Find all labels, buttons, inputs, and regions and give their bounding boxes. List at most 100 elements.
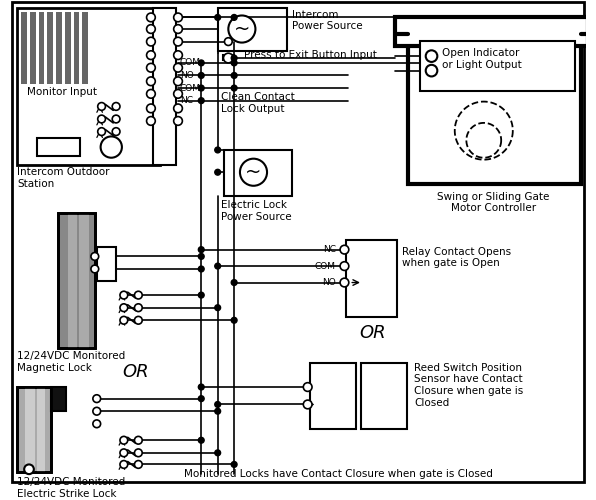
Circle shape	[231, 55, 237, 61]
Text: Intercom Outdoor
Station: Intercom Outdoor Station	[17, 168, 110, 189]
Circle shape	[228, 16, 256, 42]
Circle shape	[215, 402, 221, 407]
Circle shape	[231, 72, 237, 78]
Circle shape	[215, 147, 221, 153]
Bar	[65, 12, 70, 84]
Bar	[309, 363, 356, 428]
Circle shape	[120, 304, 128, 312]
Circle shape	[120, 460, 128, 468]
Circle shape	[231, 462, 237, 468]
Circle shape	[112, 102, 120, 110]
Circle shape	[231, 85, 237, 91]
Bar	[56, 12, 62, 84]
Bar	[346, 240, 397, 318]
Bar	[79, 213, 89, 348]
Circle shape	[198, 266, 204, 272]
Bar	[361, 363, 407, 428]
Text: ~: ~	[234, 20, 250, 38]
Circle shape	[120, 316, 128, 324]
Bar	[37, 387, 45, 472]
Circle shape	[120, 436, 128, 444]
Circle shape	[215, 450, 221, 456]
Text: Press to Exit Button Input: Press to Exit Button Input	[244, 50, 377, 60]
Circle shape	[231, 318, 237, 323]
Circle shape	[303, 400, 312, 409]
Circle shape	[215, 305, 221, 310]
Circle shape	[426, 50, 437, 62]
Circle shape	[231, 60, 237, 66]
Circle shape	[112, 115, 120, 123]
Text: 12/24VDC Monitored
Electric Strike Lock: 12/24VDC Monitored Electric Strike Lock	[17, 477, 126, 498]
Circle shape	[101, 136, 122, 158]
Text: COM: COM	[180, 58, 201, 68]
Circle shape	[98, 128, 105, 136]
Circle shape	[147, 104, 156, 112]
Circle shape	[340, 246, 349, 254]
Circle shape	[198, 246, 204, 252]
Text: Clean Contact
Lock Output: Clean Contact Lock Output	[221, 92, 294, 114]
Bar	[222, 55, 234, 60]
Circle shape	[91, 265, 99, 273]
Circle shape	[120, 291, 128, 299]
Bar	[218, 8, 287, 52]
Circle shape	[173, 13, 182, 22]
Circle shape	[147, 90, 156, 98]
Circle shape	[173, 64, 182, 72]
Circle shape	[198, 292, 204, 298]
Circle shape	[135, 291, 142, 299]
Bar	[153, 8, 176, 166]
Circle shape	[303, 382, 312, 392]
Circle shape	[173, 38, 182, 46]
Text: COM: COM	[315, 262, 336, 270]
Text: Relay Contact Opens
when gate is Open: Relay Contact Opens when gate is Open	[402, 246, 511, 268]
Circle shape	[224, 53, 233, 63]
Circle shape	[215, 263, 221, 269]
Circle shape	[173, 90, 182, 98]
Circle shape	[147, 24, 156, 34]
Circle shape	[91, 252, 99, 260]
Text: Electric Lock
Power Source: Electric Lock Power Source	[221, 200, 291, 222]
Bar	[37, 138, 80, 156]
Bar	[25, 387, 35, 472]
Bar	[58, 213, 95, 348]
Text: Reed Switch Position
Sensor have Contact
Closure when gate is
Closed: Reed Switch Position Sensor have Contact…	[414, 363, 523, 408]
Circle shape	[93, 420, 101, 428]
Bar	[73, 12, 79, 84]
Bar	[68, 213, 77, 348]
Circle shape	[147, 38, 156, 46]
Circle shape	[147, 116, 156, 126]
Text: OR: OR	[359, 324, 386, 342]
Circle shape	[215, 170, 221, 175]
Text: Monitor Input: Monitor Input	[27, 87, 97, 97]
Circle shape	[112, 128, 120, 136]
Circle shape	[198, 85, 204, 91]
Circle shape	[173, 77, 182, 86]
Circle shape	[147, 51, 156, 60]
Circle shape	[198, 396, 204, 402]
Circle shape	[225, 38, 232, 46]
Circle shape	[198, 384, 204, 390]
Text: NC: NC	[323, 245, 336, 254]
Bar	[30, 12, 36, 84]
Bar	[17, 387, 51, 472]
Text: NC: NC	[180, 96, 193, 105]
Bar	[17, 387, 51, 472]
Circle shape	[98, 115, 105, 123]
Circle shape	[340, 278, 349, 287]
Bar	[48, 12, 53, 84]
Text: Open Indicator
or Light Output: Open Indicator or Light Output	[442, 48, 522, 70]
Circle shape	[98, 102, 105, 110]
Bar	[51, 387, 66, 411]
Bar	[408, 34, 581, 184]
Circle shape	[173, 104, 182, 112]
Bar	[21, 12, 27, 84]
Circle shape	[24, 464, 34, 474]
Circle shape	[135, 449, 142, 456]
Circle shape	[120, 449, 128, 456]
Circle shape	[147, 13, 156, 22]
Circle shape	[93, 408, 101, 415]
Bar	[97, 246, 116, 280]
Circle shape	[198, 60, 204, 66]
Text: Intercom
Power Source: Intercom Power Source	[292, 10, 363, 32]
Circle shape	[198, 72, 204, 78]
